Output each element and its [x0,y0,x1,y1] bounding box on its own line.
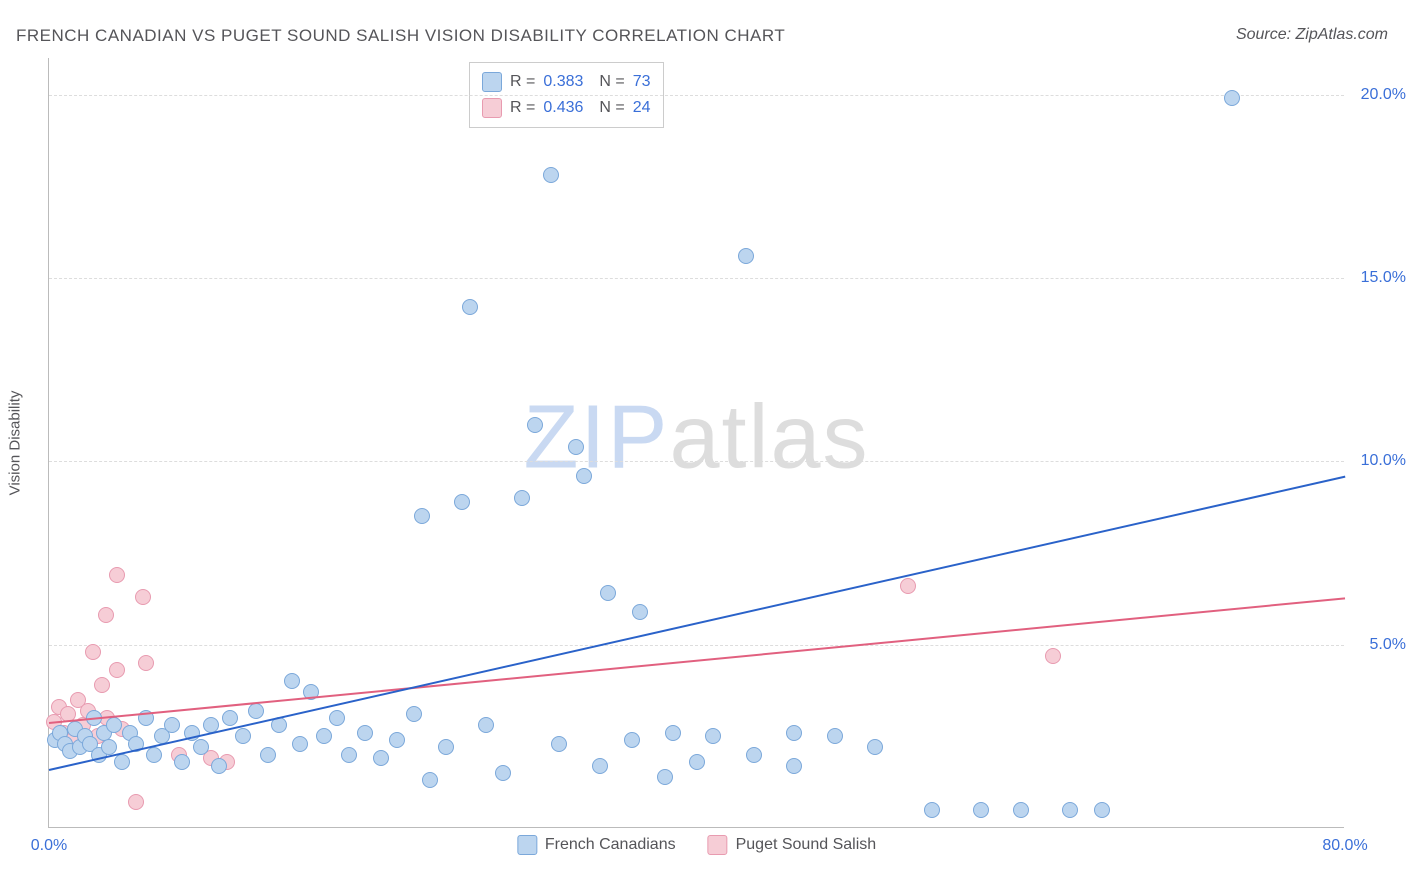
point-series-b [138,655,154,671]
point-series-a [738,248,754,264]
point-series-a [786,758,802,774]
scatter-plot-area: Vision Disability ZIPatlas R =0.383N =73… [48,58,1344,828]
y-axis-label: Vision Disability [7,390,24,495]
point-series-a [1013,802,1029,818]
point-series-a [462,299,478,315]
point-series-b [94,677,110,693]
point-series-a [235,728,251,744]
point-series-a [624,732,640,748]
point-series-a [454,494,470,510]
series-legend: French Canadians Puget Sound Salish [517,835,876,855]
point-series-a [705,728,721,744]
point-series-a [292,736,308,752]
gridline [49,95,1344,96]
point-series-a [689,754,705,770]
point-series-a [1094,802,1110,818]
point-series-a [164,717,180,733]
point-series-a [438,739,454,755]
point-series-b [98,607,114,623]
legend-corr-row: R =0.436N =24 [482,95,651,121]
point-series-a [357,725,373,741]
point-series-a [174,754,190,770]
point-series-b [85,644,101,660]
legend-swatch [517,835,537,855]
gridline [49,645,1344,646]
point-series-a [373,750,389,766]
point-series-a [389,732,405,748]
legend-swatch [482,98,502,118]
point-series-a [211,758,227,774]
point-series-a [478,717,494,733]
point-series-a [827,728,843,744]
legend-swatch [708,835,728,855]
point-series-b [900,578,916,594]
x-tick-label: 80.0% [1322,837,1367,855]
point-series-a [973,802,989,818]
point-series-a [114,754,130,770]
point-series-a [543,167,559,183]
point-series-a [514,490,530,506]
point-series-b [109,567,125,583]
point-series-a [495,765,511,781]
trendline-series-a [49,476,1345,771]
gridline [49,278,1344,279]
point-series-a [600,585,616,601]
point-series-a [422,772,438,788]
point-series-a [568,439,584,455]
legend-item: French Canadians [517,835,676,855]
point-series-a [248,703,264,719]
point-series-a [284,673,300,689]
y-tick-label: 5.0% [1370,636,1406,654]
point-series-a [260,747,276,763]
point-series-a [527,417,543,433]
point-series-a [632,604,648,620]
y-tick-label: 20.0% [1361,86,1406,104]
point-series-a [146,747,162,763]
x-tick-label: 0.0% [31,837,67,855]
point-series-a [316,728,332,744]
y-tick-label: 10.0% [1361,452,1406,470]
point-series-a [592,758,608,774]
trendline-series-b [49,597,1345,724]
gridline [49,461,1344,462]
point-series-a [406,706,422,722]
y-tick-label: 15.0% [1361,269,1406,287]
chart-title: FRENCH CANADIAN VS PUGET SOUND SALISH VI… [16,26,785,46]
point-series-a [746,747,762,763]
point-series-a [665,725,681,741]
point-series-a [551,736,567,752]
point-series-b [1045,648,1061,664]
point-series-a [193,739,209,755]
point-series-b [128,794,144,810]
legend-swatch [482,72,502,92]
point-series-a [341,747,357,763]
source-label: Source: ZipAtlas.com [1236,26,1388,44]
legend-corr-row: R =0.383N =73 [482,69,651,95]
point-series-a [222,710,238,726]
point-series-a [924,802,940,818]
point-series-a [1224,90,1240,106]
point-series-a [414,508,430,524]
point-series-a [1062,802,1078,818]
point-series-a [867,739,883,755]
point-series-a [657,769,673,785]
point-series-b [135,589,151,605]
legend-item: Puget Sound Salish [708,835,877,855]
point-series-a [786,725,802,741]
point-series-a [106,717,122,733]
point-series-b [109,662,125,678]
point-series-a [329,710,345,726]
point-series-a [576,468,592,484]
